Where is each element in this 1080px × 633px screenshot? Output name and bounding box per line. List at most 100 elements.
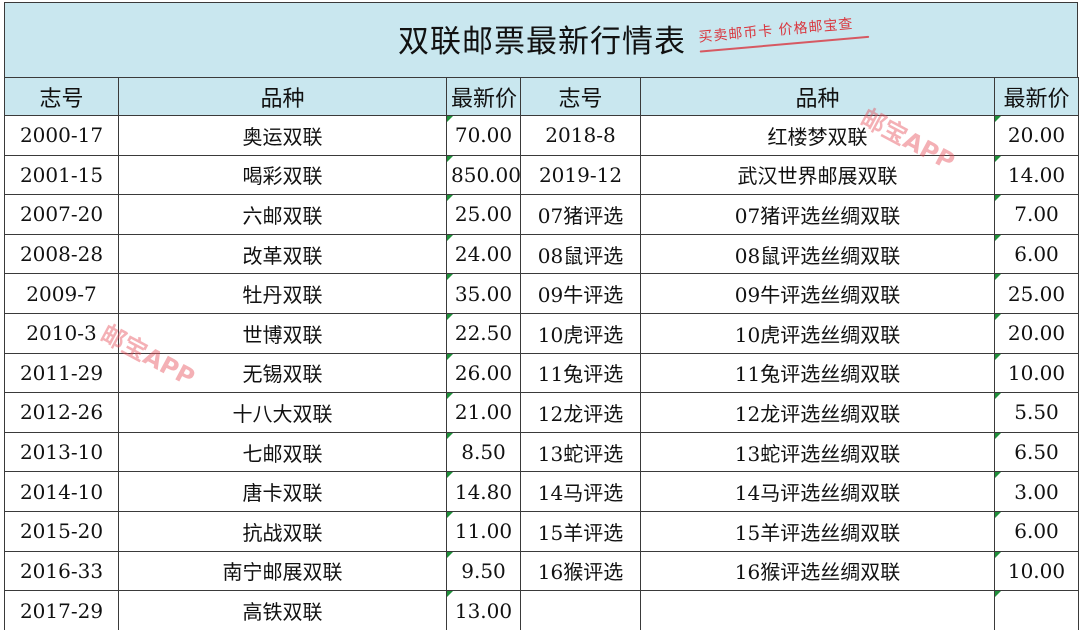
variety-cell: 15羊评选丝绸双联: [640, 510, 995, 552]
table-row: 2014-10 唐卡双联 14.80 14马评选 14马评选丝绸双联 3.00: [4, 471, 1079, 512]
table-row: 2015-20 抗战双联 11.00 15羊评选 15羊评选丝绸双联 6.00: [4, 510, 1079, 552]
issue-no-cell: 2000-17: [4, 115, 119, 156]
issue-no-cell: 08鼠评选: [520, 233, 641, 275]
variety-cell: 09牛评选丝绸双联: [640, 273, 995, 314]
variety-cell: 11兔评选丝绸双联: [640, 352, 995, 394]
table-row: 2012-26 十八大双联 21.00 12龙评选 12龙评选丝绸双联 5.50: [4, 392, 1079, 433]
header-row: 志号 品种 最新价 志号 品种 最新价: [4, 77, 1079, 116]
header-variety-2: 品种: [640, 77, 995, 116]
price-cell: 13.00: [446, 590, 521, 631]
issue-no-cell: 09牛评选: [520, 273, 641, 314]
variety-cell: 六邮双联: [118, 194, 447, 235]
table-row: 2016-33 南宁邮展双联 9.50 16猴评选 16猴评选丝绸双联 10.00: [4, 550, 1079, 592]
issue-no-cell: 2012-26: [4, 392, 119, 433]
issue-no-cell: 14马评选: [520, 471, 641, 512]
price-cell: 9.50: [446, 550, 521, 592]
header-latest-price: 最新价: [446, 77, 521, 116]
variety-cell: 14马评选丝绸双联: [640, 471, 995, 512]
price-cell: 21.00: [446, 392, 521, 433]
variety-cell: 红楼梦双联: [640, 115, 995, 156]
price-cell: 20.00: [994, 115, 1079, 156]
variety-cell: 喝彩双联: [118, 154, 447, 196]
price-cell: [994, 590, 1079, 631]
issue-no-cell: 12龙评选: [520, 392, 641, 433]
variety-cell: 07猪评选丝绸双联: [640, 194, 995, 235]
issue-no-cell: 07猪评选: [520, 194, 641, 235]
variety-cell: 13蛇评选丝绸双联: [640, 431, 995, 473]
table-row: 2000-17 奥运双联 70.00 2018-8 红楼梦双联 20.00: [4, 115, 1079, 156]
price-cell: 11.00: [446, 510, 521, 552]
variety-cell: 改革双联: [118, 233, 447, 275]
variety-cell: 奥运双联: [118, 115, 447, 156]
variety-cell: 无锡双联: [118, 352, 447, 394]
issue-no-cell: [520, 590, 641, 631]
price-cell: 70.00: [446, 115, 521, 156]
issue-no-cell: 13蛇评选: [520, 431, 641, 473]
issue-no-cell: 2013-10: [4, 431, 119, 473]
table-row: 2017-29 高铁双联 13.00: [4, 590, 1079, 631]
variety-cell: 七邮双联: [118, 431, 447, 473]
table-row: 2010-3 世博双联 22.50 10虎评选 10虎评选丝绸双联 20.00: [4, 312, 1079, 354]
variety-cell: 10虎评选丝绸双联: [640, 312, 995, 354]
price-cell: 10.00: [994, 550, 1079, 592]
variety-cell: 十八大双联: [118, 392, 447, 433]
variety-cell: 抗战双联: [118, 510, 447, 552]
variety-cell: 世博双联: [118, 312, 447, 354]
table-row: 2013-10 七邮双联 8.50 13蛇评选 13蛇评选丝绸双联 6.50: [4, 431, 1079, 473]
price-cell: 6.00: [994, 510, 1079, 552]
issue-no-cell: 2014-10: [4, 471, 119, 512]
issue-no-cell: 2016-33: [4, 550, 119, 592]
table-row: 2008-28 改革双联 24.00 08鼠评选 08鼠评选丝绸双联 6.00: [4, 233, 1079, 275]
variety-cell: 武汉世界邮展双联: [640, 154, 995, 196]
table-row: 2007-20 六邮双联 25.00 07猪评选 07猪评选丝绸双联 7.00: [4, 194, 1079, 235]
table-row: 2011-29 无锡双联 26.00 11兔评选 11兔评选丝绸双联 10.00: [4, 352, 1079, 394]
price-cell: 14.00: [994, 154, 1079, 196]
price-table: 志号 品种 最新价 志号 品种 最新价 2000-17 奥运双联 70.00 2018…: [4, 77, 1079, 631]
price-cell: 26.00: [446, 352, 521, 394]
price-cell: 35.00: [446, 273, 521, 314]
header-latest-price-2: 最新价: [994, 77, 1079, 116]
issue-no-cell: 10虎评选: [520, 312, 641, 354]
issue-no-cell: 15羊评选: [520, 510, 641, 552]
variety-cell: [640, 590, 995, 631]
issue-no-cell: 2015-20: [4, 510, 119, 552]
issue-no-cell: 2018-8: [520, 115, 641, 156]
variety-cell: 牡丹双联: [118, 273, 447, 314]
issue-no-cell: 2007-20: [4, 194, 119, 235]
issue-no-cell: 11兔评选: [520, 352, 641, 394]
price-cell: 22.50: [446, 312, 521, 354]
price-cell: 14.80: [446, 471, 521, 512]
issue-no-cell: 2019-12: [520, 154, 641, 196]
variety-cell: 唐卡双联: [118, 471, 447, 512]
issue-no-cell: 2017-29: [4, 590, 119, 631]
price-cell: 24.00: [446, 233, 521, 275]
variety-cell: 南宁邮展双联: [118, 550, 447, 592]
header-issue-no-2: 志号: [520, 77, 641, 116]
price-cell: 10.00: [994, 352, 1079, 394]
price-cell: 5.50: [994, 392, 1079, 433]
page-title: 双联邮票最新行情表: [398, 24, 686, 60]
table-row: 2009-7 牡丹双联 35.00 09牛评选 09牛评选丝绸双联 25.00: [4, 273, 1079, 314]
issue-no-cell: 2008-28: [4, 233, 119, 275]
price-cell: 3.00: [994, 471, 1079, 512]
header-issue-no: 志号: [4, 77, 119, 116]
price-cell: 25.00: [994, 273, 1079, 314]
variety-cell: 16猴评选丝绸双联: [640, 550, 995, 592]
variety-cell: 高铁双联: [118, 590, 447, 631]
price-cell: 7.00: [994, 194, 1079, 235]
price-cell: 25.00: [446, 194, 521, 235]
issue-no-cell: 2010-3: [4, 312, 119, 354]
price-cell: 8.50: [446, 431, 521, 473]
issue-no-cell: 2011-29: [4, 352, 119, 394]
header-variety: 品种: [118, 77, 447, 116]
variety-cell: 08鼠评选丝绸双联: [640, 233, 995, 275]
variety-cell: 12龙评选丝绸双联: [640, 392, 995, 433]
issue-no-cell: 16猴评选: [520, 550, 641, 592]
price-cell: 6.00: [994, 233, 1079, 275]
issue-no-cell: 2001-15: [4, 154, 119, 196]
issue-no-cell: 2009-7: [4, 273, 119, 314]
title-bar: 双联邮票最新行情表 买卖邮币卡 价格邮宝查: [4, 2, 1078, 77]
price-cell: 850.00: [446, 154, 521, 196]
table-row: 2001-15 喝彩双联 850.00 2019-12 武汉世界邮展双联 14.00: [4, 154, 1079, 196]
